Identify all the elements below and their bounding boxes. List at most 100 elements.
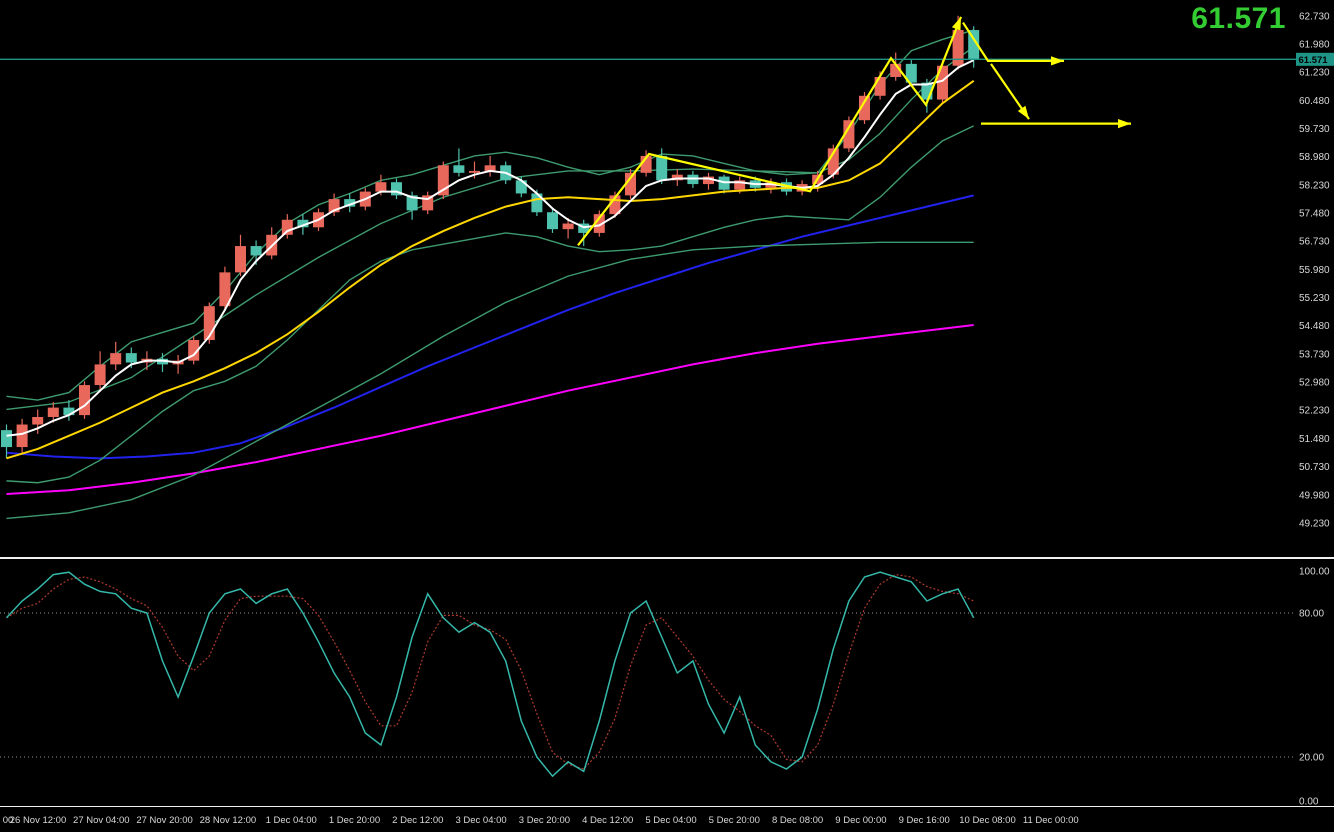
- time-axis-label: 10 Dec 08:00: [959, 815, 1016, 826]
- candle-body: [281, 219, 293, 235]
- candle: [905, 60, 917, 87]
- price-axis-label: 51.480: [1299, 434, 1330, 445]
- candle-body: [63, 407, 75, 416]
- current-price-tag-label: 61.571: [1299, 55, 1329, 66]
- time-axis-label: 1 Dec 04:00: [266, 815, 317, 826]
- candle: [827, 144, 839, 179]
- time-axis-label: 9 Dec 00:00: [835, 815, 886, 826]
- annotation-arrowhead-icon: [1017, 105, 1029, 120]
- candle-body: [1, 430, 12, 448]
- candle-body: [79, 385, 90, 416]
- time-axis-label: 1 Dec 20:00: [329, 815, 380, 826]
- time-axis-label: 3 Dec 20:00: [519, 815, 570, 826]
- candle: [281, 214, 293, 239]
- candle-body: [125, 353, 137, 363]
- candle: [63, 400, 75, 421]
- time-axis-label: 9 Dec 16:00: [899, 815, 950, 826]
- candle-body: [406, 195, 418, 211]
- annotation-arrowhead-icon: [1051, 56, 1064, 66]
- candle: [890, 52, 902, 81]
- candle: [172, 355, 184, 374]
- candle: [703, 172, 714, 190]
- candle-body: [547, 212, 558, 230]
- candle-body: [453, 165, 465, 173]
- candle-body: [219, 272, 231, 307]
- candle: [94, 351, 106, 391]
- stoch-axis-label: 20.00: [1299, 753, 1324, 764]
- stoch-axis-label: 80.00: [1299, 609, 1324, 620]
- candle-body: [250, 246, 262, 256]
- stoch-main-line: [5, 571, 975, 778]
- time-axis-label: 2 Dec 12:00: [392, 815, 443, 826]
- candle: [422, 191, 434, 215]
- overlay-ma-white: [6, 59, 975, 437]
- candle: [453, 148, 465, 177]
- candle-body: [16, 424, 28, 448]
- candle-body: [968, 30, 980, 60]
- candle: [562, 217, 574, 239]
- time-axis-label: 11 Dec 00:00: [1023, 815, 1079, 826]
- pane-separators[interactable]: [0, 557, 1334, 807]
- drawn-annotations-layer[interactable]: [577, 16, 1131, 246]
- candle: [32, 409, 44, 434]
- price-axis-label: 62.730: [1299, 11, 1330, 22]
- stoch-axis-label: 0.00: [1299, 797, 1319, 808]
- overlay-band-lower-slow: [6, 241, 974, 520]
- annotation-zigzag-up[interactable]: [577, 16, 963, 246]
- candle-body: [905, 63, 917, 83]
- overlay-ma-yellow: [6, 79, 975, 460]
- time-axis-label: 28 Nov 12:00: [200, 815, 257, 826]
- candle: [47, 401, 59, 423]
- candle: [16, 418, 28, 453]
- candle-body: [515, 180, 527, 194]
- candle-body: [952, 30, 964, 66]
- candle-body: [874, 77, 886, 96]
- candle: [391, 178, 402, 200]
- candle-body: [843, 120, 855, 149]
- candle-body: [375, 182, 387, 192]
- time-axis-label: 3 Dec 04:00: [455, 815, 506, 826]
- candle: [437, 161, 449, 200]
- time-axis-label: 26 Nov 12:00: [10, 815, 67, 826]
- candle: [484, 155, 496, 177]
- current-price-display: 61.571: [1191, 2, 1286, 35]
- price-axis-label: 55.230: [1299, 293, 1330, 304]
- candle: [640, 150, 652, 177]
- time-axis-label: 27 Nov 20:00: [136, 815, 193, 826]
- candle-body: [484, 165, 496, 171]
- annotation-arrowhead-icon: [1118, 118, 1131, 129]
- candle: [79, 381, 90, 419]
- candle-body: [625, 172, 636, 196]
- candle: [547, 208, 558, 233]
- stochastic-pane[interactable]: [0, 571, 1296, 778]
- candle-body: [937, 65, 948, 100]
- candle: [609, 191, 621, 218]
- candle-body: [469, 170, 480, 173]
- price-axis-label: 49.980: [1299, 490, 1330, 501]
- current-price-tag: [1296, 52, 1334, 66]
- candle: [219, 266, 231, 310]
- stoch-signal-line: [6, 573, 974, 770]
- candle-body: [859, 95, 870, 121]
- candle-body: [344, 199, 356, 207]
- candle: [110, 341, 122, 371]
- price-axis-label: 59.730: [1299, 124, 1330, 135]
- candle: [656, 148, 668, 185]
- candle-body: [391, 182, 402, 196]
- candle: [157, 353, 168, 372]
- stoch-axis-label: 100.00: [1299, 567, 1330, 578]
- candle: [593, 210, 605, 237]
- price-axis[interactable]: 62.730 61.980 61.230 60.480 59.730 58.980 58.2…: [1296, 11, 1334, 808]
- candle: [188, 336, 200, 365]
- candle-body: [110, 353, 122, 365]
- candle-body: [188, 339, 200, 361]
- candle: [843, 116, 855, 153]
- price-axis-label: 52.980: [1299, 378, 1330, 389]
- annotation-projection-flat-high[interactable]: [962, 21, 1064, 62]
- price-axis-label: 58.980: [1299, 152, 1330, 163]
- candle-body: [640, 155, 652, 173]
- time-axis-label: 27 Nov 04:00: [73, 815, 130, 826]
